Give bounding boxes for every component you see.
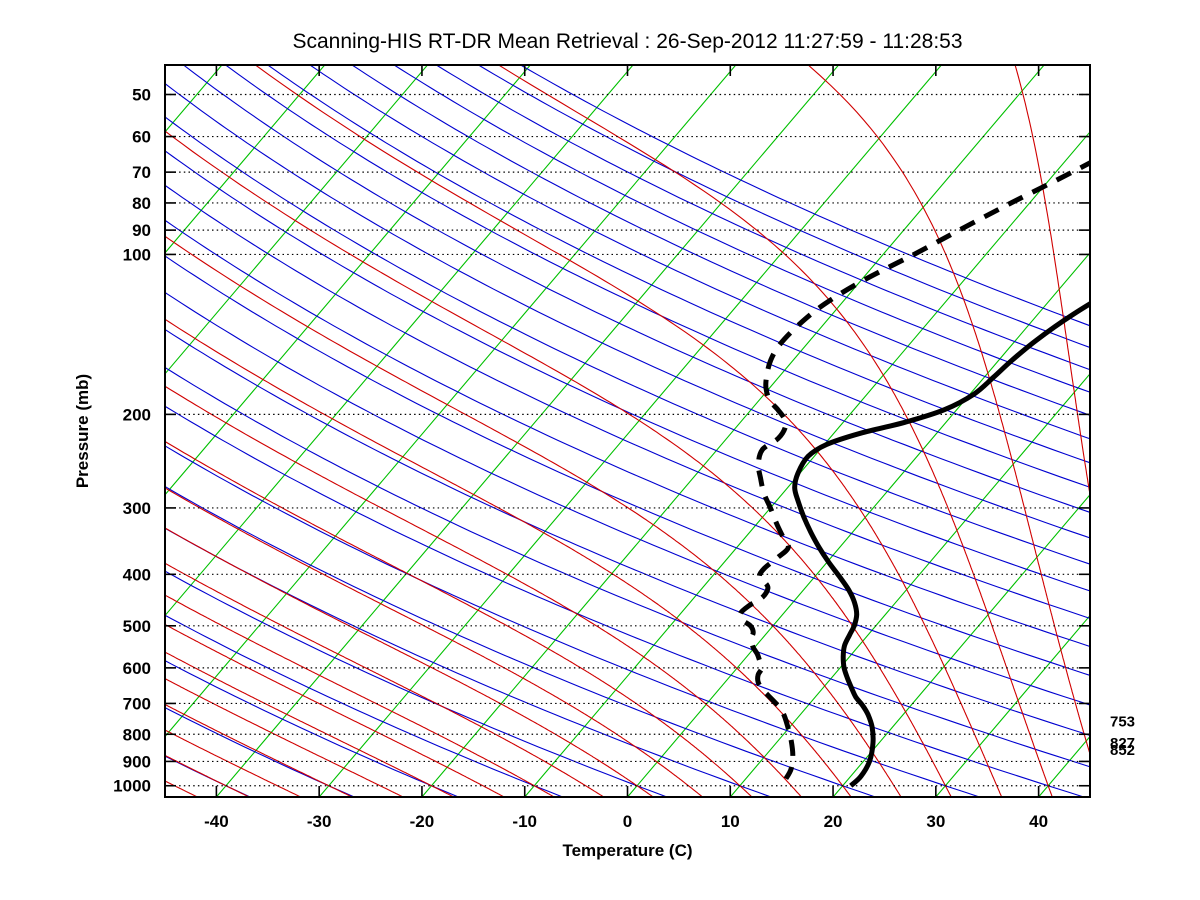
dry-adiabat-line [165,485,876,797]
profile-traces [737,159,1090,788]
moist-adiabat-line [165,623,505,797]
moist-adiabat-line [165,562,605,797]
moist-adiabat-line [165,440,753,797]
x-tick-label: 20 [824,812,843,831]
isotherm-line [215,65,840,797]
dry-adiabat-line [165,150,1090,592]
right-pressure-marker-label: 753 [1110,713,1135,730]
isotherm-line [165,65,634,617]
y-tick-label: 900 [123,752,151,771]
x-tick-label: 10 [721,812,740,831]
dry-adiabat-line [165,366,1090,768]
dry-adiabat-line [393,65,1090,393]
moist-adiabat-line [165,651,455,797]
x-axis-label: Temperature (C) [562,841,692,860]
dry-adiabat-line [165,570,668,797]
isotherm-line [165,65,429,375]
dry-adiabat-line [165,184,1090,619]
dry-adiabat-line [520,65,1090,327]
moist-adiabat-line [165,385,802,797]
y-tick-label: 1000 [113,777,151,796]
dewpoint-profile-line [737,159,1090,780]
dry-adiabat-line [267,65,1090,464]
isotherm-line [318,65,942,797]
y-tick-label: 100 [123,245,151,264]
moist-adiabat-line [165,235,902,797]
x-tick-label: 0 [623,812,632,831]
y-tick-label: 700 [123,694,151,713]
y-tick-label: 200 [123,405,151,424]
dry-adiabat-line [351,65,1090,416]
temperature-profile-line [792,300,1090,788]
moist-adiabat-line [165,318,852,797]
moist-adiabat-line [1014,65,1090,499]
dry-adiabat-line [165,527,772,797]
moist-adiabat-line [165,677,404,797]
x-tick-label: 40 [1029,812,1048,831]
x-tick-label: 30 [926,812,945,831]
dry-adiabat-line [165,328,1090,736]
dry-adiabat-line [165,82,1090,539]
moist-adiabat-line [165,703,353,797]
dry-adiabat-line [165,255,1090,676]
dry-adiabat-line [309,65,1090,440]
pressure-gridlines: 50 60 70 80 90 100 200 300 400 500 600 700 800 900 100… [113,85,1090,796]
moist-adiabat-line [165,754,250,797]
y-tick-label: 400 [123,565,151,584]
y-tick-label: 800 [123,725,151,744]
y-axis-label: Pressure (mb) [73,374,92,488]
moist-adiabat-line [165,487,704,797]
y-tick-label: 600 [123,659,151,678]
isotherm-line [165,65,531,496]
y-tick-label: 80 [132,194,151,213]
dry-adiabat-line [165,614,564,797]
dry-adiabat-line [225,65,1090,488]
plot-frame [164,64,1091,798]
y-tick-label: 90 [132,221,151,240]
x-tick-label: -20 [410,812,435,831]
y-tick-label: 60 [132,128,151,147]
dry-adiabat-line [165,405,1085,797]
isotherm-line [832,493,1090,797]
isotherm-line [421,65,1045,797]
dry-adiabat-line [165,660,459,797]
x-tick-label: -10 [512,812,537,831]
y-tick-label: 300 [123,499,151,518]
moist-adiabat-line [165,130,952,797]
isotherm-line [935,614,1090,797]
dry-adiabat-line [165,219,1090,648]
temperature-ticks: -40 -30 -20 -10 0 10 20 30 40 [204,65,1048,831]
x-tick-label: -30 [307,812,332,831]
x-tick-label: -40 [204,812,229,831]
moist-adiabat-line [498,65,1053,797]
dry-adiabat-line [165,291,1090,706]
isotherm-line [165,65,737,738]
dry-adiabat-line [477,65,1090,349]
dry-adiabat-line [435,65,1090,371]
moist-adiabat-line [807,65,1090,757]
y-tick-label: 50 [132,85,151,104]
right-pressure-marker-label: 827 [1110,735,1135,752]
background-lines [165,65,1090,797]
dry-adiabat-line [165,116,1090,565]
moist-adiabat-line [165,729,302,797]
isotherm-line [729,372,1090,797]
isotherm-line [165,65,326,254]
moist-adiabat-line [165,527,654,797]
y-tick-label: 70 [132,163,151,182]
moist-adiabat-line [165,594,555,797]
right-pressure-marker-label: 852 [1110,742,1135,759]
dry-adiabat-line [165,445,981,797]
y-tick-label: 500 [123,617,151,636]
moist-adiabat-line [254,65,1003,797]
page-title: Scanning-HIS RT-DR Mean Retrieval : 26-S… [292,30,962,53]
